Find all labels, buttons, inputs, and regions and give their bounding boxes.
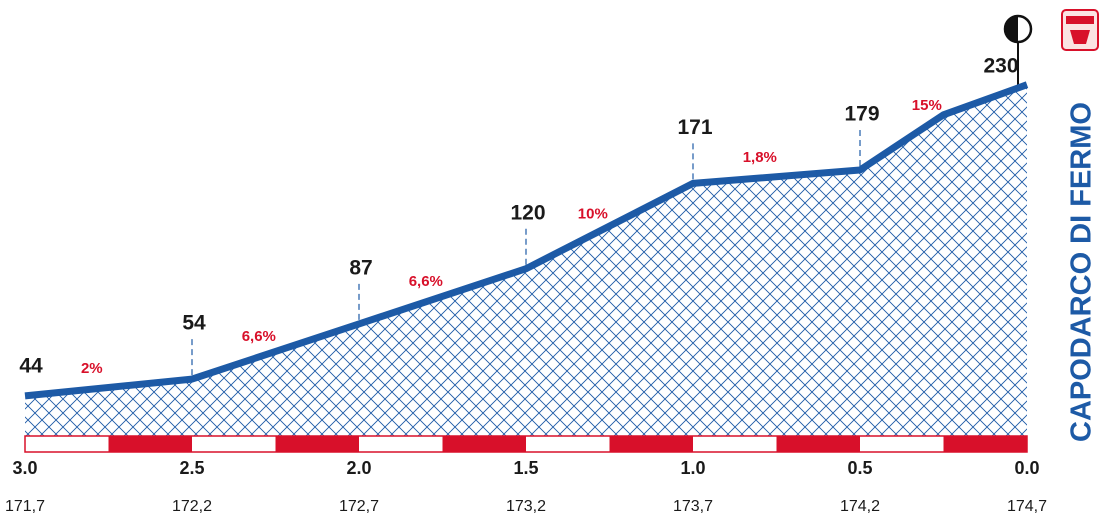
- x-tick-label: 3.0: [12, 458, 37, 478]
- gradient-label: 10%: [578, 206, 608, 223]
- strip-block: [275, 436, 359, 452]
- x-tick-label: 2.0: [346, 458, 371, 478]
- profile-line: [24, 81, 1029, 400]
- elevation-label: 54: [182, 312, 206, 335]
- chart-title: CAPODARCO DI FERMO: [1066, 102, 1098, 442]
- strip-block: [442, 436, 526, 452]
- x-tick-label: 1.0: [680, 458, 705, 478]
- x-tick-label: 1.5: [513, 458, 538, 478]
- gradient-label: 1,8%: [743, 149, 777, 166]
- climb-icon: [1061, 9, 1099, 51]
- gradient-label: 6,6%: [409, 273, 443, 290]
- km-label: 172,7: [339, 498, 379, 515]
- elevation-label: 87: [349, 256, 372, 279]
- elevation-label: 120: [510, 201, 545, 224]
- elevation-label: 179: [844, 103, 879, 126]
- strip-block: [776, 436, 860, 452]
- elevation-label: 230: [983, 54, 1018, 77]
- elevation-label: 44: [19, 354, 43, 377]
- strip-block: [108, 436, 192, 452]
- km-label: 173,2: [506, 498, 546, 515]
- x-tick-label: 2.5: [179, 458, 204, 478]
- km-label: 173,7: [673, 498, 713, 515]
- km-label: 174,7: [1007, 498, 1047, 515]
- elevation-label: 171: [677, 116, 712, 139]
- km-label: 171,7: [5, 498, 45, 515]
- gradient-label: 6,6%: [242, 328, 276, 345]
- finish-marker: [1003, 14, 1033, 87]
- gradient-label: 15%: [912, 97, 942, 114]
- strip-block: [609, 436, 693, 452]
- gradient-label: 2%: [81, 360, 103, 377]
- km-label: 174,2: [840, 498, 880, 515]
- x-tick-label: 0.0: [1014, 458, 1039, 478]
- km-label: 172,2: [172, 498, 212, 515]
- strip-block: [943, 436, 1027, 452]
- x-tick-label: 0.5: [847, 458, 872, 478]
- profile-fill: [25, 84, 1027, 436]
